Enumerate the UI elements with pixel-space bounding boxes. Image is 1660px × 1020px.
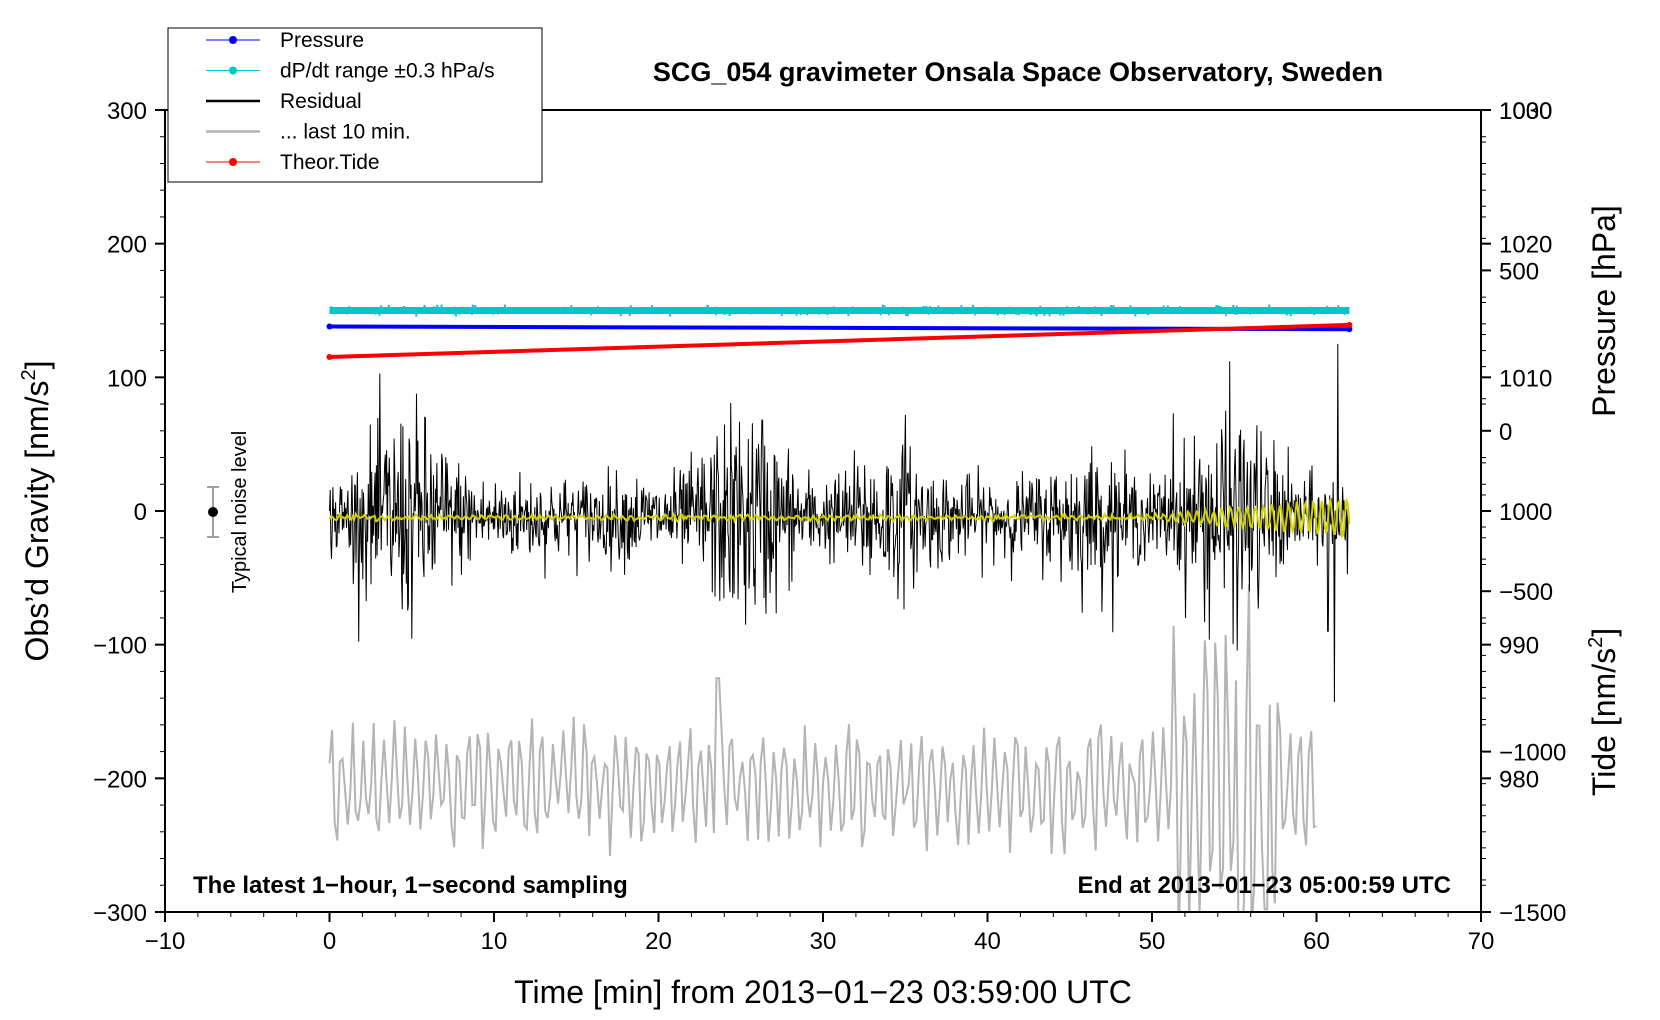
y-tide-tick-label: −1000 bbox=[1499, 740, 1566, 767]
y-right-tide-title: Tide [nm/s2] bbox=[1585, 628, 1622, 796]
legend-label: Theor.Tide bbox=[280, 151, 380, 174]
y-left-tick-label: 0 bbox=[134, 499, 147, 526]
x-tick-label: −10 bbox=[145, 928, 186, 955]
y-right-pressure-title: Pressure [hPa] bbox=[1586, 205, 1622, 417]
y-pressure-tick-label: 990 bbox=[1499, 633, 1539, 660]
y-left-tick-label: −100 bbox=[93, 633, 147, 660]
legend-box bbox=[167, 27, 543, 183]
pressure-point bbox=[1346, 326, 1353, 333]
x-tick-label: 50 bbox=[1139, 928, 1166, 955]
y-left-tick-label: 200 bbox=[107, 232, 147, 259]
tide-point bbox=[326, 354, 333, 361]
noise-level-label: Typical noise level bbox=[229, 431, 251, 593]
legend-marker bbox=[229, 66, 237, 75]
y-tide-tick-label: −1500 bbox=[1499, 900, 1566, 927]
y-tide-tick-label: −500 bbox=[1499, 579, 1553, 606]
x-tick-label: 10 bbox=[481, 928, 508, 955]
tide-point bbox=[1346, 321, 1353, 328]
legend-marker bbox=[229, 36, 237, 44]
chart-title: SCG_054 gravimeter Onsala Space Observat… bbox=[653, 57, 1383, 87]
legend-marker bbox=[229, 158, 237, 166]
y-left-tick-label: −200 bbox=[93, 766, 147, 793]
y-left-tick-label: −300 bbox=[93, 900, 147, 927]
pressure-point bbox=[326, 323, 333, 330]
series-dpdt-jitter bbox=[330, 304, 1346, 317]
series-last-10-min bbox=[328, 584, 1317, 912]
x-tick-label: 70 bbox=[1468, 928, 1495, 955]
y-pressure-tick-label: 1030 bbox=[1499, 98, 1552, 125]
x-tick-label: 60 bbox=[1303, 928, 1330, 955]
y-pressure-tick-label: 1010 bbox=[1499, 365, 1552, 392]
y-left-axis-title: Obs’d Gravity [nm/s2] bbox=[18, 361, 55, 662]
noise-level-point bbox=[208, 507, 218, 517]
y-left-tick-label: 300 bbox=[107, 98, 147, 125]
x-tick-label: 30 bbox=[810, 928, 837, 955]
y-pressure-tick-label: 1000 bbox=[1499, 499, 1552, 526]
series-theor-tide bbox=[329, 322, 1350, 360]
y-tide-tick-label: 500 bbox=[1499, 258, 1539, 285]
y-tide-tick-label: 0 bbox=[1499, 419, 1512, 446]
x-axis-title: Time [min] from 2013−01−23 03:59:00 UTC bbox=[514, 974, 1132, 1010]
y-pressure-tick-label: 1020 bbox=[1499, 232, 1552, 259]
y-tide-tick-label: 1000 bbox=[1499, 98, 1552, 125]
x-tick-label: 0 bbox=[323, 928, 336, 955]
legend-label: dP/dt range ±0.3 hPa/s bbox=[280, 60, 495, 83]
noise-level-indicator: Typical noise level bbox=[207, 431, 251, 593]
legend: Pressure dP/dt range ±0.3 hPa/s Residual..… bbox=[167, 27, 543, 183]
series-residual-smoothed bbox=[328, 496, 1351, 539]
annotation-sampling: The latest 1−hour, 1−second sampling bbox=[193, 872, 628, 899]
y-left-tick-label: 100 bbox=[107, 365, 147, 392]
legend-label: Residual bbox=[280, 90, 362, 113]
x-tick-label: 20 bbox=[645, 928, 672, 955]
x-tick-label: 40 bbox=[974, 928, 1001, 955]
annotation-end-time: End at 2013−01−23 05:00:59 UTC bbox=[1077, 872, 1451, 899]
legend-label: Pressure bbox=[280, 29, 364, 52]
y-pressure-tick-label: 980 bbox=[1499, 766, 1539, 793]
legend-label: ... last 10 min. bbox=[280, 121, 411, 144]
